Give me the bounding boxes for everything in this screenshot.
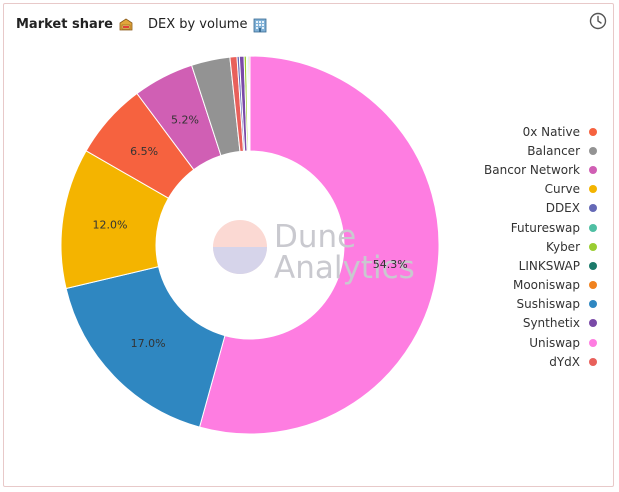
legend-label: Curve: [544, 182, 580, 197]
legend-label: Synthetix: [522, 316, 580, 331]
chart-header: Market share DEX by volume: [16, 14, 268, 34]
watermark-line2: Analytics: [274, 250, 415, 286]
legend-dot: [589, 204, 597, 213]
legend-dot: [589, 127, 597, 136]
legend-dot: [589, 281, 597, 290]
legend-item[interactable]: Synthetix: [427, 314, 597, 333]
chart-subtitle: DEX by volume: [147, 16, 248, 32]
legend-item[interactable]: Sushiswap: [427, 295, 597, 314]
slice-mooniswap[interactable]: [248, 55, 251, 152]
legend-dot: [589, 357, 597, 366]
clock-icon[interactable]: [589, 12, 607, 30]
legend-label: Mooniswap: [512, 278, 580, 293]
legend-item[interactable]: Bancor Network: [427, 160, 597, 179]
legend-label: Balancer: [527, 143, 580, 158]
legend-label: Uniswap: [529, 335, 580, 350]
legend-label: Sushiswap: [516, 297, 580, 312]
slice-label: 54.3%: [373, 258, 408, 271]
slice-label: 12.0%: [92, 219, 127, 232]
slice-sushiswap[interactable]: [65, 266, 226, 428]
legend-dot: [589, 242, 597, 251]
legend-item[interactable]: 0x Native: [427, 122, 597, 141]
legend-dot: [589, 319, 597, 328]
dune-analytics-watermark: Dune Analytics: [213, 219, 415, 286]
chart-title: Market share: [16, 16, 113, 32]
legend-dot: [589, 261, 597, 270]
slice-label: 5.2%: [171, 113, 199, 126]
legend-dot: [589, 300, 597, 309]
chart-legend: 0x Native Balancer Bancor Network Curve DDEX…: [427, 122, 597, 371]
slice-label: 17.0%: [131, 337, 166, 350]
legend-label: LINKSWAP: [518, 258, 580, 273]
legend-dot: [589, 165, 597, 174]
legend-dot: [589, 185, 597, 194]
legend-label: Bancor Network: [484, 162, 580, 177]
building-emoji-icon: [252, 17, 268, 33]
legend-item[interactable]: Kyber: [427, 237, 597, 256]
legend-label: dYdX: [549, 354, 580, 369]
legend-item[interactable]: Curve: [427, 180, 597, 199]
legend-dot: [589, 223, 597, 232]
legend-item[interactable]: Futureswap: [427, 218, 597, 237]
legend-item[interactable]: Uniswap: [427, 333, 597, 352]
slice-label: 6.5%: [130, 145, 158, 158]
legend-item[interactable]: Mooniswap: [427, 276, 597, 295]
legend-label: DDEX: [545, 201, 580, 216]
legend-item[interactable]: Balancer: [427, 141, 597, 160]
legend-item[interactable]: dYdX: [427, 352, 597, 371]
moneybag-emoji-icon: [118, 17, 134, 31]
legend-label: Futureswap: [510, 220, 580, 235]
legend-item[interactable]: DDEX: [427, 199, 597, 218]
legend-dot: [589, 146, 597, 155]
legend-item[interactable]: LINKSWAP: [427, 256, 597, 275]
slice-uniswap[interactable]: [198, 55, 440, 435]
legend-label: Kyber: [545, 239, 580, 254]
watermark-line1: Dune: [274, 219, 356, 255]
legend-label: 0x Native: [522, 124, 580, 139]
legend-dot: [589, 338, 597, 347]
